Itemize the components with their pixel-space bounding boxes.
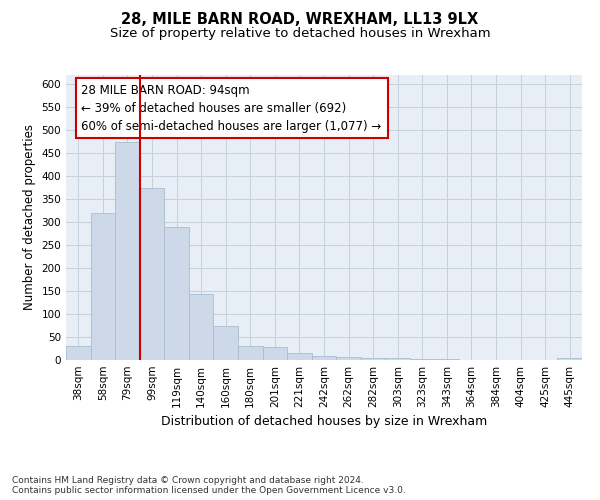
- Bar: [434, 359, 459, 360]
- Bar: [361, 358, 385, 360]
- Text: Contains HM Land Registry data © Crown copyright and database right 2024.
Contai: Contains HM Land Registry data © Crown c…: [12, 476, 406, 495]
- Bar: [91, 213, 115, 360]
- Bar: [385, 358, 410, 360]
- Text: Size of property relative to detached houses in Wrexham: Size of property relative to detached ho…: [110, 28, 490, 40]
- Bar: [66, 346, 91, 360]
- Bar: [189, 294, 214, 360]
- Bar: [164, 226, 189, 360]
- Bar: [263, 347, 287, 360]
- Text: 28 MILE BARN ROAD: 94sqm
← 39% of detached houses are smaller (692)
60% of semi-: 28 MILE BARN ROAD: 94sqm ← 39% of detach…: [82, 84, 382, 132]
- Bar: [115, 142, 140, 360]
- Bar: [557, 358, 582, 360]
- Bar: [336, 357, 361, 360]
- Bar: [238, 346, 263, 360]
- Y-axis label: Number of detached properties: Number of detached properties: [23, 124, 36, 310]
- X-axis label: Distribution of detached houses by size in Wrexham: Distribution of detached houses by size …: [161, 416, 487, 428]
- Text: 28, MILE BARN ROAD, WREXHAM, LL13 9LX: 28, MILE BARN ROAD, WREXHAM, LL13 9LX: [121, 12, 479, 28]
- Bar: [287, 352, 312, 360]
- Bar: [410, 359, 434, 360]
- Bar: [214, 326, 238, 360]
- Bar: [312, 356, 336, 360]
- Bar: [140, 188, 164, 360]
